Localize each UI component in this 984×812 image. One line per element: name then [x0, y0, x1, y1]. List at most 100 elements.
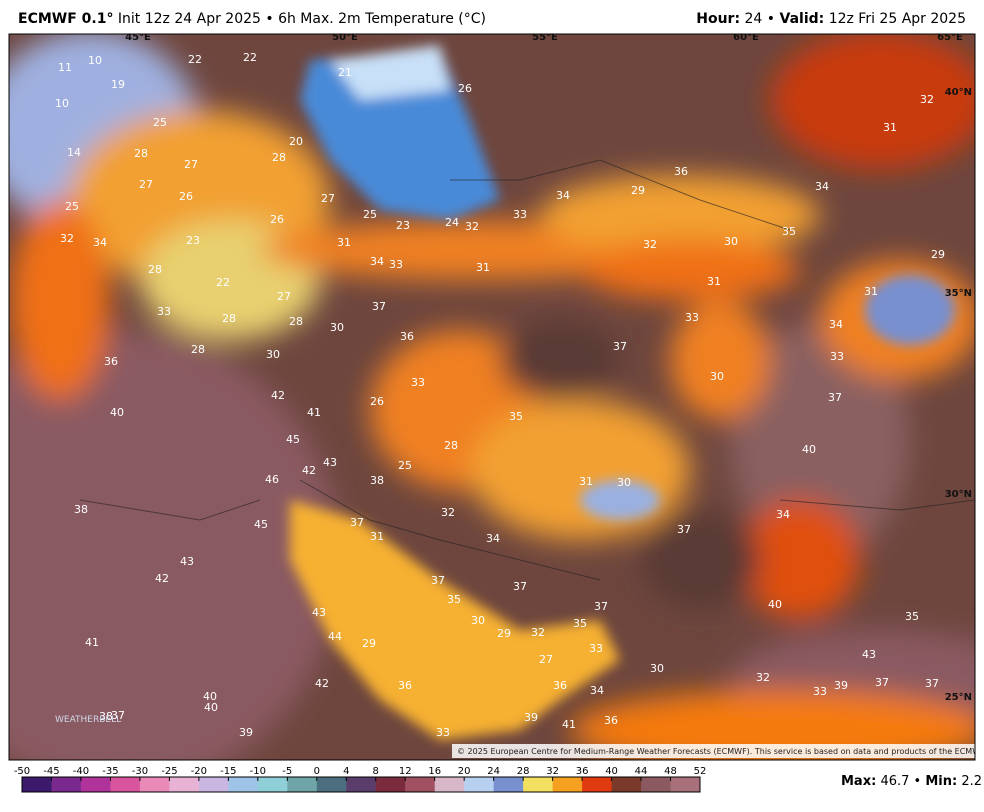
colorbar-tick-label: 28 [517, 766, 530, 777]
colorbar-segment [287, 777, 318, 792]
temperature-label: 41 [307, 406, 321, 419]
temperature-label: 39 [524, 711, 538, 724]
header-left: ECMWF 0.1° Init 12z 24 Apr 2025 • 6h Max… [18, 11, 486, 27]
colorbar-tick-label: -15 [220, 766, 236, 777]
temperature-label: 38 [74, 503, 88, 516]
temperature-label: 10 [88, 54, 102, 67]
map-frame [8, 33, 976, 761]
temperature-label: 25 [153, 116, 167, 129]
temperature-label: 38 [370, 474, 384, 487]
temperature-label: 30 [710, 370, 724, 383]
temperature-label: 10 [55, 97, 69, 110]
temperature-label: 30 [330, 321, 344, 334]
temperature-label: 28 [134, 147, 148, 160]
temperature-label: 39 [239, 726, 253, 739]
colorbar-tick-label: -25 [161, 766, 177, 777]
temperature-label: 29 [631, 184, 645, 197]
header-right: Hour: 24 • Valid: 12z Fri 25 Apr 2025 [696, 11, 966, 27]
temperature-label: 32 [465, 220, 479, 233]
colorbar-segment [110, 777, 141, 792]
temperature-label: 40 [802, 443, 816, 456]
temperature-label: 37 [677, 523, 691, 536]
colorbar-tick-label: 24 [487, 766, 500, 777]
temperature-label: 27 [277, 290, 291, 303]
temperature-label: 33 [830, 350, 844, 363]
colorbar-segment [641, 777, 672, 792]
temperature-label: 33 [685, 311, 699, 324]
temperature-label: 37 [594, 600, 608, 613]
lat-label: 25°N [945, 692, 972, 703]
colorbar-tick-label: -5 [282, 766, 292, 777]
temperature-label: 39 [834, 679, 848, 692]
temperature-label: 21 [338, 66, 352, 79]
temperature-label: 41 [85, 636, 99, 649]
colorbar-tick-label: -10 [250, 766, 266, 777]
lat-label: 40°N [945, 87, 972, 98]
lat-label: 35°N [945, 288, 972, 299]
temperature-label: 33 [157, 305, 171, 318]
temperature-label: 31 [337, 236, 351, 249]
logo: WEATHERBELL [55, 715, 121, 725]
footer: Max: 46.7 • Min: 2.2 [841, 774, 982, 789]
temperature-label: 28 [289, 315, 303, 328]
temperature-label: 32 [60, 232, 74, 245]
lon-label: 65°E [937, 32, 963, 43]
temperature-label: 35 [509, 410, 523, 423]
colorbar-segment [228, 777, 259, 792]
temperature-label: 27 [321, 192, 335, 205]
temperature-label: 23 [186, 234, 200, 247]
temperature-label: 44 [328, 630, 342, 643]
temperature-label: 42 [271, 389, 285, 402]
colorbar-tick-label: -20 [191, 766, 207, 777]
colorbar-tick-label: 16 [428, 766, 441, 777]
temperature-label: 45 [254, 518, 268, 531]
colorbar-segment [405, 777, 436, 792]
temperature-label: 29 [497, 627, 511, 640]
colorbar-tick-label: 32 [546, 766, 559, 777]
temperature-label: 30 [724, 235, 738, 248]
temperature-label: 22 [216, 276, 230, 289]
temperature-label: 40 [204, 701, 218, 714]
temperature-label: 19 [111, 78, 125, 91]
colorbar-segment [670, 777, 701, 792]
temperature-label: 33 [513, 208, 527, 221]
temperature-label: 27 [139, 178, 153, 191]
colorbar-segment [169, 777, 200, 792]
lon-label: 50°E [332, 32, 358, 43]
colorbar-segment [434, 777, 465, 792]
temperature-label: 37 [613, 340, 627, 353]
temperature-label: 30 [266, 348, 280, 361]
temperature-label: 43 [323, 456, 337, 469]
temperature-label: 32 [531, 626, 545, 639]
colorbar-segment [257, 777, 288, 792]
colorbar-frame [21, 776, 701, 793]
temperature-label: 37 [828, 391, 842, 404]
valid: 12z Fri 25 Apr 2025 [829, 11, 966, 27]
min: 2.2 [961, 774, 982, 789]
colorbar-segment [582, 777, 613, 792]
colorbar-segment [493, 777, 524, 792]
temperature-label: 37 [372, 300, 386, 313]
temperature-label: 25 [363, 208, 377, 221]
temperature-label: 37 [350, 516, 364, 529]
lat-label: 30°N [945, 489, 972, 500]
sep: • [767, 11, 775, 27]
colorbar-segment [22, 777, 52, 792]
colorbar-segment [464, 777, 495, 792]
temperature-label: 33 [411, 376, 425, 389]
colorbar-segment [139, 777, 170, 792]
temperature-label: 34 [556, 189, 570, 202]
colorbar-segment [523, 777, 554, 792]
lon-label: 45°E [125, 32, 151, 43]
temperature-label: 33 [813, 685, 827, 698]
colorbar-segment [198, 777, 229, 792]
temperature-label: 43 [180, 555, 194, 568]
hour-label: Hour: [696, 11, 740, 27]
colorbar: -50 -45 -40 -35 -30 -25 -20 -15 -10 -5 0 4 8 12 16 20 24… [14, 766, 706, 793]
temperature-label: 30 [471, 614, 485, 627]
colorbar-tick-label: 40 [605, 766, 618, 777]
temperature-label: 30 [617, 476, 631, 489]
temperature-label: 38 [99, 710, 113, 723]
lon-label: 60°E [733, 32, 759, 43]
